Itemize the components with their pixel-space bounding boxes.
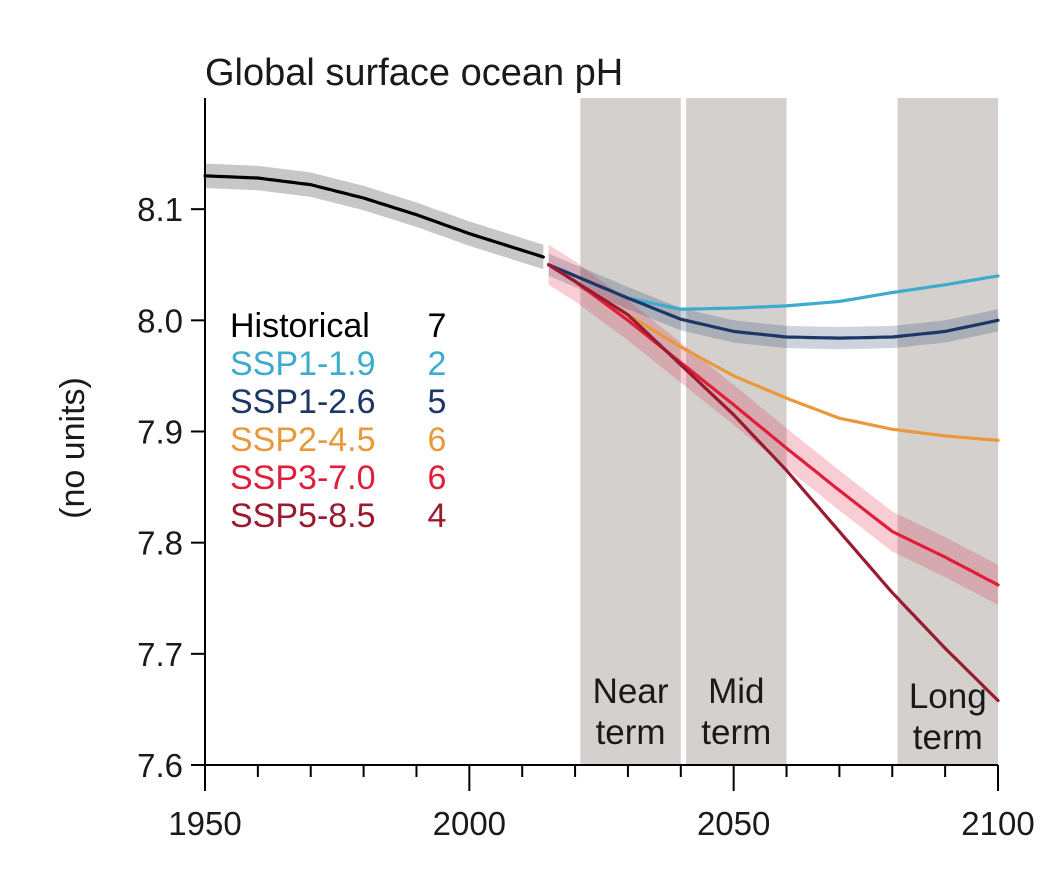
x-ticks: 1950 2000 2050 2100 [168, 765, 1035, 842]
line-ssp3-7-0 [546, 263, 1000, 587]
band-historical [205, 163, 544, 270]
legend-label: SSP1-2.6 [230, 383, 376, 421]
legend-label: SSP5-8.5 [230, 497, 376, 535]
x-tick-label: 2050 [697, 805, 770, 842]
legend-model-count: 6 [428, 421, 447, 459]
y-tick-label: 8.1 [137, 191, 183, 228]
period-band-near-term [580, 98, 681, 765]
period-label-near-term: Near [593, 672, 669, 711]
y-tick-label: 7.7 [137, 636, 183, 673]
line-ssp5-8-5 [546, 263, 1000, 703]
legend-model-count: 5 [428, 383, 447, 421]
x-tick-label: 2100 [961, 805, 1034, 842]
line-historical [203, 174, 545, 259]
chart-title: Global surface ocean pH [205, 52, 623, 94]
y-tick-label: 7.8 [137, 525, 183, 562]
y-tick-label: 8.0 [137, 302, 183, 339]
period-label-long-term: Long [909, 677, 987, 716]
legend: Historical 7 SSP1-1.9 2 SSP1-2.6 5 SSP2-4.5 6 SS… [230, 307, 446, 535]
line-ssp1-2-6 [546, 263, 1000, 340]
legend-label: SSP2-4.5 [230, 421, 376, 459]
legend-model-count: 7 [428, 307, 447, 345]
x-tick-label: 2000 [433, 805, 506, 842]
legend-model-count: 6 [428, 459, 447, 497]
period-label-mid-term: Mid [708, 672, 764, 711]
period-label-long-term: term [913, 718, 983, 757]
period-label-mid-term: term [701, 713, 771, 752]
y-ticks: 7.6 7.7 7.8 7.9 8.0 8.1 [137, 191, 205, 784]
legend-label: Historical [230, 307, 370, 345]
series-lines [203, 174, 1000, 703]
y-tick-label: 7.9 [137, 414, 183, 451]
period-label-near-term: term [596, 713, 666, 752]
y-axis-label: (no units) [54, 377, 92, 519]
legend-model-count: 2 [428, 345, 447, 383]
y-tick-label: 7.6 [137, 747, 183, 784]
legend-label: SSP3-7.0 [230, 459, 376, 497]
legend-label: SSP1-1.9 [230, 345, 376, 383]
legend-model-count: 4 [428, 497, 447, 535]
period-band-mid-term [686, 98, 787, 765]
x-tick-label: 1950 [168, 805, 241, 842]
